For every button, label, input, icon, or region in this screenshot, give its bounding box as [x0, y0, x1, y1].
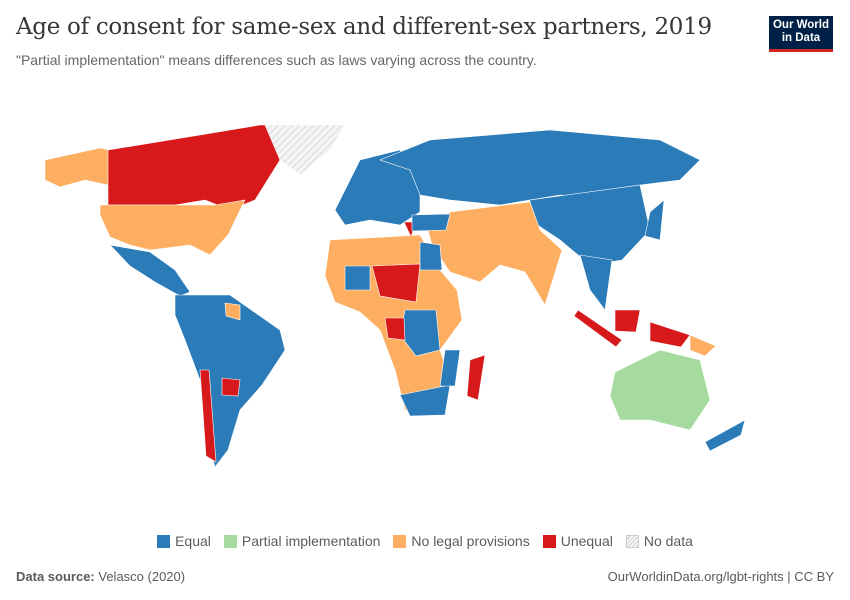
region-middle-south-asia[interactable]: [427, 201, 563, 306]
owid-logo[interactable]: Our World in Data: [769, 16, 833, 52]
legend-label: No data: [643, 533, 693, 549]
legend-label: Partial implementation: [241, 533, 381, 549]
legend-swatch-equal: [157, 534, 171, 548]
region-mexico-central-america[interactable]: [109, 244, 191, 297]
region-sahel[interactable]: [371, 263, 421, 303]
legend-item-none[interactable]: No legal provisions: [393, 533, 530, 549]
source-value[interactable]: Velasco (2020): [98, 569, 186, 584]
legend-label: No legal provisions: [411, 533, 530, 549]
legend-swatch-nodata: [625, 534, 639, 548]
legend-item-partial[interactable]: Partial implementation: [223, 533, 381, 549]
world-map[interactable]: [0, 110, 850, 520]
region-chile[interactable]: [199, 369, 217, 463]
region-alaska[interactable]: [44, 147, 111, 188]
logo-line-1: Our World: [772, 19, 829, 31]
chart-subtitle: "Partial implementation" means differenc…: [16, 52, 537, 68]
region-guianas[interactable]: [224, 302, 241, 321]
legend-item-nodata[interactable]: No data: [625, 533, 693, 549]
legend-swatch-none: [393, 534, 407, 548]
region-australia[interactable]: [609, 349, 711, 431]
region-paraguay[interactable]: [221, 377, 241, 397]
legend-item-unequal[interactable]: Unequal: [542, 533, 613, 549]
legend-label: Equal: [175, 533, 211, 549]
source-label: Data source:: [16, 569, 95, 584]
region-gabon-cameroon[interactable]: [384, 317, 406, 341]
region-mali[interactable]: [344, 265, 371, 291]
credit-link[interactable]: OurWorldinData.org/lgbt-rights | CC BY: [607, 569, 834, 584]
region-greenland[interactable]: [264, 124, 346, 176]
region-mozambique[interactable]: [439, 349, 461, 387]
region-russia[interactable]: [379, 129, 701, 206]
region-usa[interactable]: [99, 199, 246, 256]
logo-line-2: in Data: [781, 32, 821, 44]
legend: Equal Partial implementation No legal pr…: [0, 533, 850, 549]
legend-swatch-partial: [223, 534, 237, 548]
region-japan[interactable]: [644, 199, 665, 241]
region-madagascar[interactable]: [466, 354, 486, 401]
legend-label: Unequal: [560, 533, 613, 549]
legend-swatch-unequal: [542, 534, 556, 548]
region-turkey[interactable]: [411, 213, 451, 232]
region-egypt[interactable]: [419, 241, 443, 271]
chart-title: Age of consent for same-sex and differen…: [16, 14, 712, 40]
region-new-zealand[interactable]: [704, 419, 746, 452]
region-papua-new-guinea[interactable]: [689, 334, 717, 357]
data-source: Data source: Velasco (2020): [16, 569, 185, 584]
region-southeast-asia[interactable]: [579, 254, 613, 311]
region-europe[interactable]: [334, 149, 421, 226]
region-southern-africa[interactable]: [399, 384, 451, 417]
region-west-papua[interactable]: [649, 321, 691, 348]
legend-item-equal[interactable]: Equal: [157, 533, 211, 549]
region-sumatra-java[interactable]: [573, 309, 623, 348]
region-borneo[interactable]: [614, 309, 641, 333]
